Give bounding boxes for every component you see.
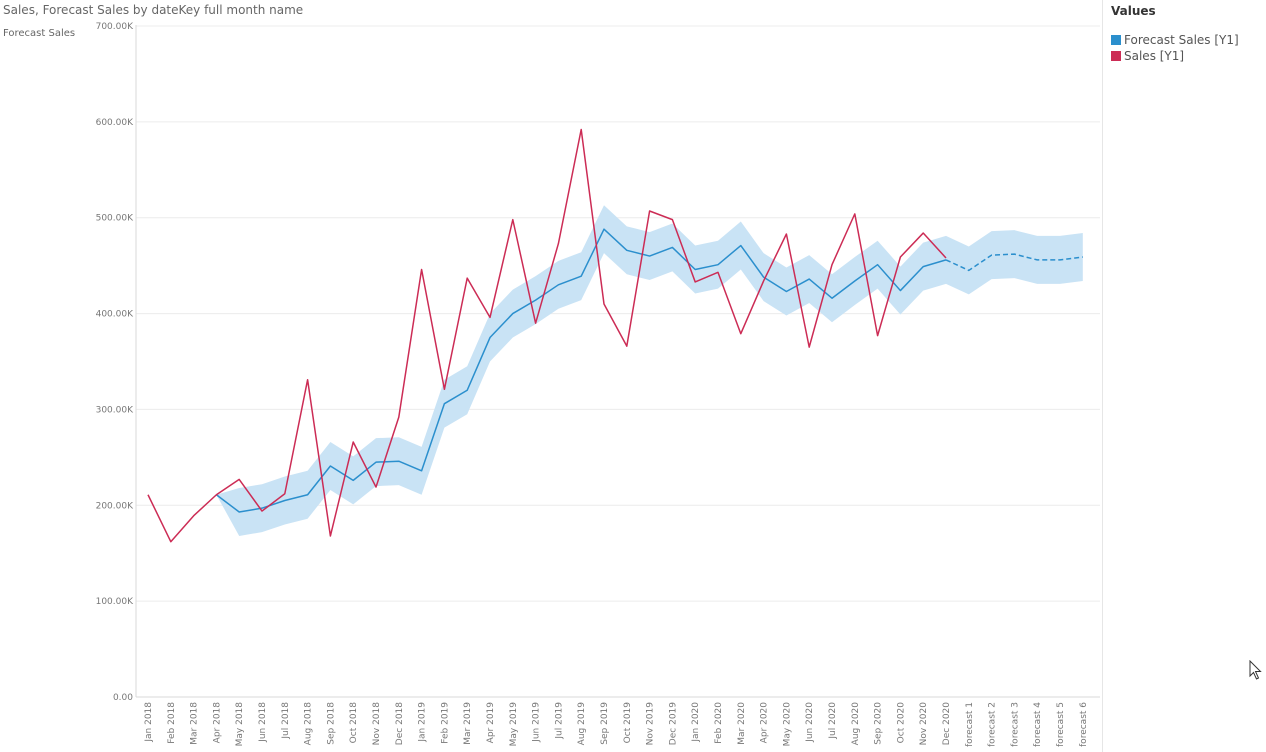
x-tick-label: May 2018 bbox=[235, 702, 245, 747]
y-axis-title: Forecast Sales bbox=[3, 28, 76, 39]
x-tick-label: Feb 2018 bbox=[167, 702, 177, 744]
x-tick-label: Apr 2019 bbox=[486, 702, 496, 744]
legend-divider bbox=[1102, 0, 1103, 752]
x-tick-label: Aug 2018 bbox=[304, 702, 314, 746]
chart-title: Sales, Forecast Sales by dateKey full mo… bbox=[3, 3, 304, 17]
legend-label-forecast-sales: Forecast Sales [Y1] bbox=[1124, 33, 1239, 47]
legend-title: Values bbox=[1111, 4, 1156, 18]
x-tick-label: May 2019 bbox=[509, 702, 519, 747]
x-tick-label: Oct 2020 bbox=[896, 702, 906, 744]
x-tick-label: Dec 2018 bbox=[395, 702, 405, 745]
x-tick-label: Jan 2018 bbox=[144, 702, 154, 743]
x-tick-label: Jul 2020 bbox=[828, 702, 838, 740]
x-tick-label: Mar 2020 bbox=[737, 702, 747, 745]
x-tick-label: Feb 2019 bbox=[440, 702, 450, 744]
x-tick-label: Jun 2020 bbox=[805, 702, 815, 743]
x-tick-label: Oct 2019 bbox=[623, 702, 633, 744]
x-tick-label: Nov 2019 bbox=[646, 702, 656, 746]
forecast-confidence-band bbox=[216, 205, 1083, 536]
x-tick-label: Aug 2019 bbox=[577, 702, 587, 746]
x-tick-label: Apr 2018 bbox=[212, 702, 222, 744]
x-tick-label: Apr 2020 bbox=[760, 702, 770, 744]
x-tick-label: Jun 2018 bbox=[258, 702, 268, 743]
x-tick-label: forecast 3 bbox=[1010, 702, 1020, 747]
mouse-pointer-icon bbox=[1249, 660, 1262, 680]
x-tick-label: forecast 2 bbox=[988, 702, 998, 747]
x-tick-label: Nov 2018 bbox=[372, 702, 382, 746]
x-tick-label: Jun 2019 bbox=[532, 702, 542, 743]
y-tick-label: 500.00K bbox=[96, 214, 134, 224]
y-tick-label: 700.00K bbox=[96, 22, 134, 32]
y-tick-label: 400.00K bbox=[96, 310, 134, 320]
x-tick-label: Jul 2018 bbox=[281, 702, 291, 740]
x-tick-label: Dec 2019 bbox=[668, 702, 678, 745]
x-tick-label: Sep 2019 bbox=[600, 702, 610, 745]
y-tick-label: 600.00K bbox=[96, 118, 134, 128]
x-tick-label: Jan 2020 bbox=[691, 702, 701, 743]
x-tick-label: forecast 4 bbox=[1033, 702, 1043, 747]
legend-item-sales[interactable]: Sales [Y1] bbox=[1111, 48, 1239, 64]
y-tick-label: 300.00K bbox=[96, 405, 134, 415]
x-tick-label: Jan 2019 bbox=[418, 702, 428, 743]
legend-item-forecast-sales[interactable]: Forecast Sales [Y1] bbox=[1111, 32, 1239, 48]
y-tick-label: 100.00K bbox=[96, 597, 134, 607]
x-tick-label: Jul 2019 bbox=[554, 702, 564, 740]
x-tick-label: forecast 5 bbox=[1056, 702, 1066, 747]
x-tick-label: Aug 2020 bbox=[851, 702, 861, 746]
x-tick-label: Feb 2020 bbox=[714, 702, 724, 744]
legend-label-sales: Sales [Y1] bbox=[1124, 49, 1185, 63]
x-tick-label: Nov 2020 bbox=[919, 702, 929, 746]
forecast-projection-line bbox=[945, 253, 1083, 272]
x-tick-label: Oct 2018 bbox=[349, 702, 359, 744]
x-tick-label: Sep 2018 bbox=[326, 702, 336, 745]
x-tick-label: forecast 6 bbox=[1079, 702, 1089, 747]
x-tick-label: Sep 2020 bbox=[874, 702, 884, 745]
x-tick-label: Mar 2019 bbox=[463, 702, 473, 745]
line-chart[interactable]: 0.00 100.00K 200.00K 300.00K 400.00K 500.00K 6… bbox=[0, 0, 1100, 752]
sales-line bbox=[147, 128, 947, 543]
x-tick-label: Dec 2020 bbox=[942, 702, 952, 745]
x-tick-label: forecast 1 bbox=[965, 702, 975, 747]
y-tick-label: 200.00K bbox=[96, 501, 134, 511]
legend: Values Forecast Sales [Y1] Sales [Y1] bbox=[1111, 4, 1239, 64]
x-tick-label: May 2020 bbox=[782, 702, 792, 747]
legend-swatch-forecast-sales bbox=[1111, 35, 1121, 45]
x-tick-label: Mar 2018 bbox=[190, 702, 200, 745]
y-tick-label: 0.00 bbox=[113, 693, 133, 703]
legend-swatch-sales bbox=[1111, 51, 1121, 61]
